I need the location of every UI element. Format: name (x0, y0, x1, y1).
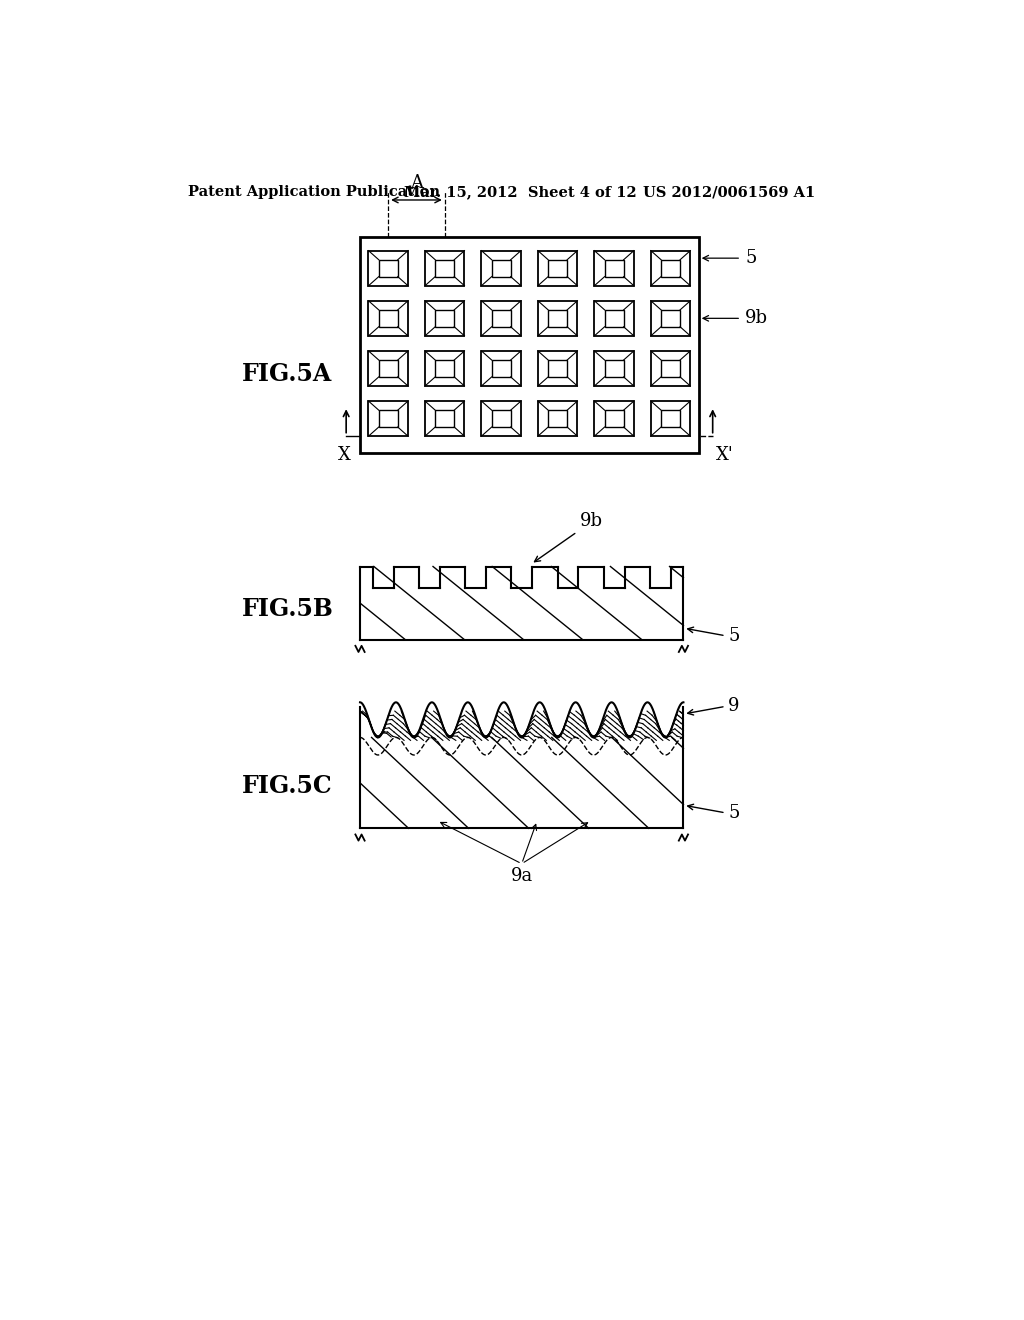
Bar (379, 411, 397, 428)
Bar (435, 411, 455, 428)
Bar (651, 351, 690, 385)
Text: X: X (338, 446, 350, 465)
Bar (548, 360, 567, 378)
Bar (651, 251, 690, 285)
Bar (492, 260, 511, 277)
Bar (538, 301, 578, 335)
Text: 5: 5 (745, 249, 757, 267)
Bar (369, 301, 408, 335)
Bar (425, 301, 465, 335)
Bar (492, 411, 511, 428)
Bar (594, 301, 634, 335)
Bar (662, 310, 680, 327)
Bar (435, 310, 455, 327)
Bar (662, 360, 680, 378)
Text: Mar. 15, 2012  Sheet 4 of 12: Mar. 15, 2012 Sheet 4 of 12 (403, 185, 637, 199)
Bar (594, 401, 634, 436)
Bar (538, 401, 578, 436)
Bar (379, 360, 397, 378)
Bar (548, 310, 567, 327)
Bar (481, 301, 521, 335)
Bar (360, 238, 698, 453)
Bar (604, 310, 624, 327)
Bar (425, 251, 465, 285)
Bar (492, 310, 511, 327)
Bar (481, 401, 521, 436)
Text: 9: 9 (728, 697, 739, 715)
Bar (604, 260, 624, 277)
Bar (594, 351, 634, 385)
Bar (369, 251, 408, 285)
Text: FIG.5C: FIG.5C (243, 774, 333, 799)
Bar (379, 310, 397, 327)
Bar (481, 351, 521, 385)
Text: Patent Application Publication: Patent Application Publication (188, 185, 440, 199)
Text: 9b: 9b (580, 512, 602, 531)
Bar (538, 251, 578, 285)
Text: 5: 5 (728, 627, 739, 644)
Bar (492, 360, 511, 378)
Bar (369, 401, 408, 436)
Text: 5: 5 (728, 804, 739, 822)
Bar (425, 401, 465, 436)
Bar (662, 260, 680, 277)
Bar (379, 260, 397, 277)
Bar (481, 251, 521, 285)
Text: FIG.5B: FIG.5B (243, 597, 334, 620)
Text: US 2012/0061569 A1: US 2012/0061569 A1 (643, 185, 815, 199)
Bar (651, 401, 690, 436)
Bar (548, 260, 567, 277)
Bar (604, 411, 624, 428)
Bar (435, 360, 455, 378)
Bar (369, 351, 408, 385)
Bar (651, 301, 690, 335)
Bar (594, 251, 634, 285)
Text: A: A (410, 174, 423, 193)
Text: X': X' (716, 446, 733, 465)
Bar (604, 360, 624, 378)
Bar (548, 411, 567, 428)
Bar (662, 411, 680, 428)
Text: FIG.5A: FIG.5A (243, 362, 333, 385)
Text: 9b: 9b (745, 309, 768, 327)
Bar (425, 351, 465, 385)
Bar (538, 351, 578, 385)
Bar (435, 260, 455, 277)
Text: 9a: 9a (511, 867, 532, 884)
